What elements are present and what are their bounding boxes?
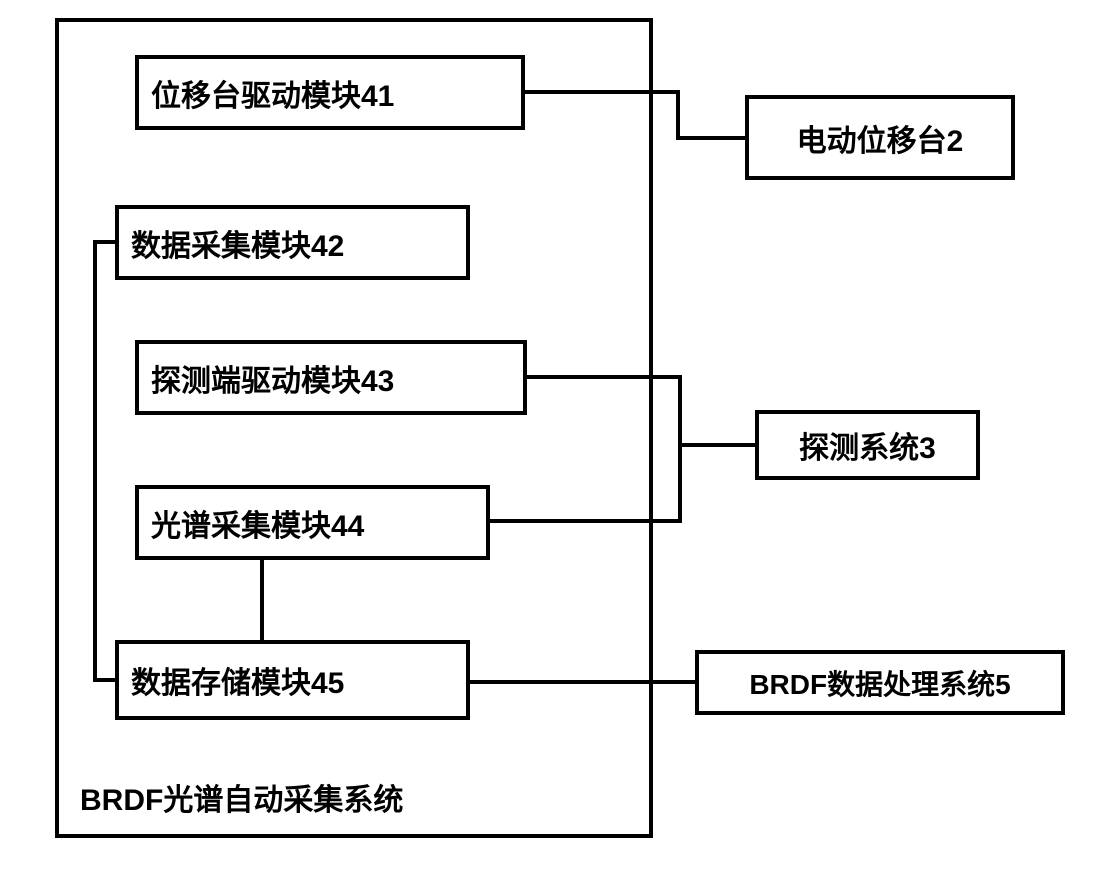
external-box-ext2: 电动位移台2 [745,95,1015,180]
connector-line [470,680,696,684]
external-box-ext5: BRDF数据处理系统5 [695,650,1065,715]
connector-line [678,443,756,447]
external-label: 电动位移台2 [797,116,964,160]
external-label: 探测系统3 [799,423,936,467]
connector-line [678,375,682,523]
external-label: BRDF数据处理系统5 [749,663,1010,703]
connector-line [93,678,117,682]
module-label: 位移台驱动模块41 [151,71,394,115]
module-box-m44: 光谱采集模块44 [135,485,490,560]
connector-line [260,560,264,642]
external-box-ext3: 探测系统3 [755,410,980,480]
connector-line [93,240,117,244]
connector-line [490,519,682,523]
module-label: 探测端驱动模块43 [151,356,394,400]
module-label: 数据存储模块45 [131,658,344,702]
module-box-m43: 探测端驱动模块43 [135,340,527,415]
connector-line [527,375,682,379]
module-box-m42: 数据采集模块42 [115,205,470,280]
system-title: BRDF光谱自动采集系统 [80,775,403,819]
connector-line [676,136,746,140]
connector-line [676,90,680,140]
connector-line [93,240,97,682]
connector-line [525,90,680,94]
module-label: 光谱采集模块44 [151,501,364,545]
module-label: 数据采集模块42 [131,221,344,265]
module-box-m45: 数据存储模块45 [115,640,470,720]
module-box-m41: 位移台驱动模块41 [135,55,525,130]
